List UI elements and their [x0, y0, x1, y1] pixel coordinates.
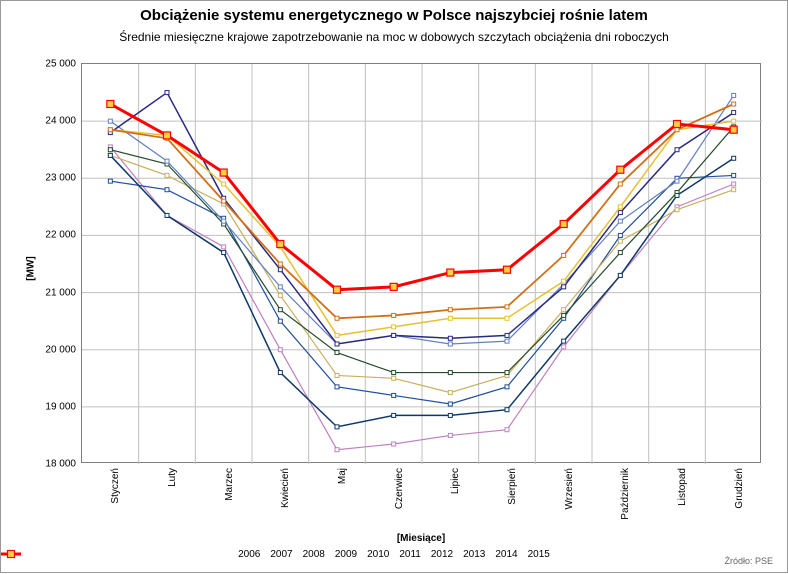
- legend-label: 2010: [367, 549, 389, 560]
- legend-label: 2007: [270, 549, 292, 560]
- source-label: Źródło: PSE: [724, 556, 773, 566]
- legend-label: 2006: [238, 549, 260, 560]
- series-line: [110, 155, 733, 426]
- y-tick-label: 21 000: [45, 287, 76, 298]
- x-tick-label: Grudzień: [734, 468, 745, 509]
- plot-area: 18 00019 00020 00021 00022 00023 00024 0…: [81, 63, 761, 463]
- legend-label: 2012: [431, 549, 453, 560]
- legend-swatch: [1, 549, 21, 559]
- legend-label: 2011: [399, 549, 421, 560]
- legend-item: 2009: [335, 549, 357, 560]
- series-line: [110, 104, 733, 318]
- series-line: [110, 93, 733, 344]
- series-line: [110, 147, 733, 450]
- legend-item: 2006: [238, 549, 260, 560]
- legend-label: 2015: [528, 549, 550, 560]
- legend-label: 2013: [463, 549, 485, 560]
- y-tick-label: 25 000: [45, 59, 76, 70]
- series-line: [110, 104, 733, 290]
- x-axis-title: [Miesiące]: [81, 533, 761, 544]
- y-tick-label: 24 000: [45, 116, 76, 127]
- x-tick-label: Czerwiec: [394, 468, 405, 509]
- x-tick-label: Październik: [620, 468, 631, 520]
- x-tick-label: Styczeń: [110, 468, 121, 504]
- x-tick-label: Sierpień: [507, 468, 518, 505]
- legend-item: 2011: [399, 549, 421, 560]
- legend: 2006 2007 2008 2009 2010 2011 2012 2013 2014 2015: [1, 549, 787, 560]
- legend-item: 2010: [367, 549, 389, 560]
- x-tick-label: Maj: [337, 468, 348, 484]
- y-tick-label: 20 000: [45, 344, 76, 355]
- y-tick-label: 23 000: [45, 173, 76, 184]
- legend-item: 2014: [495, 549, 517, 560]
- legend-item: 2008: [303, 549, 325, 560]
- chart-area: 18 000 19 000 20 000 21 000 22 000 23 000 24 0…: [1, 1, 788, 574]
- legend-item: 2015: [528, 549, 550, 560]
- legend-label: 2008: [303, 549, 325, 560]
- y-tick-label: 18 000: [45, 459, 76, 470]
- legend-label: 2009: [335, 549, 357, 560]
- x-tick-label: Wrzesień: [564, 468, 575, 510]
- series-line: [110, 127, 733, 373]
- legend-item: 2007: [270, 549, 292, 560]
- x-tick-label: Luty: [167, 468, 178, 487]
- legend-item: 2012: [431, 549, 453, 560]
- x-tick-label: Kwiecień: [280, 468, 291, 508]
- series-line: [110, 175, 733, 404]
- series-line: [110, 95, 733, 344]
- x-tick-label: Listopad: [677, 468, 688, 506]
- x-tick-label: Marzec: [224, 468, 235, 501]
- y-tick-label: 22 000: [45, 230, 76, 241]
- legend-item: 2013: [463, 549, 485, 560]
- legend-label: 2014: [495, 549, 517, 560]
- x-tick-label: Lipiec: [450, 468, 461, 494]
- y-axis-title: [MW]: [26, 256, 37, 280]
- series-svg: [82, 64, 762, 464]
- y-tick-label: 19 000: [45, 401, 76, 412]
